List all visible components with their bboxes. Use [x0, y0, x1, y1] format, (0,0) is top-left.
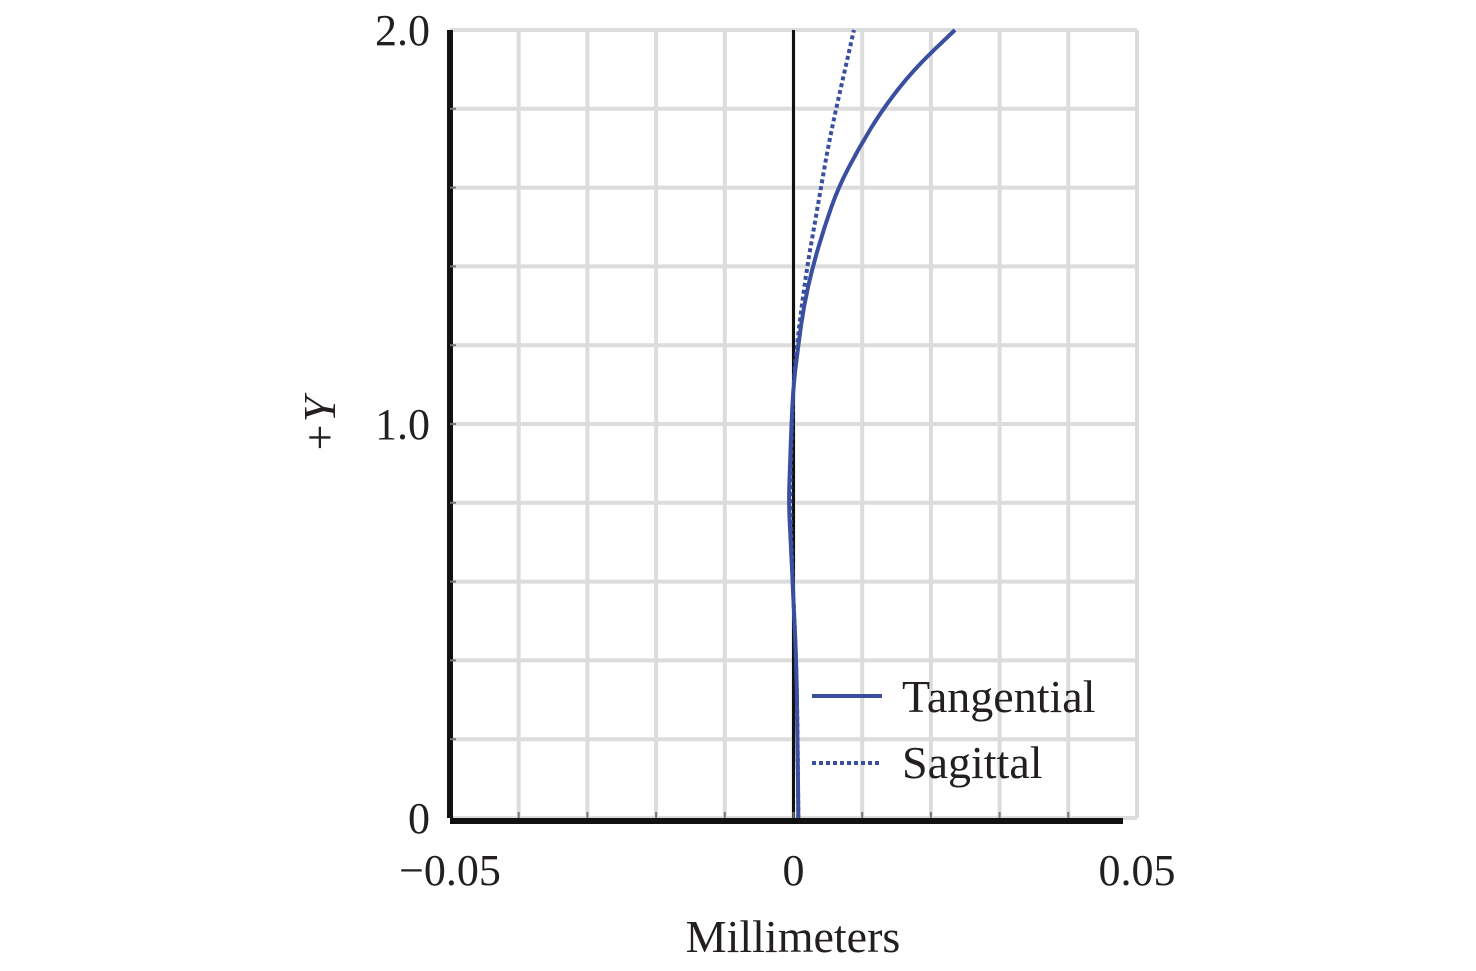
x-tick-label: 0: [783, 846, 805, 895]
series-sagittal-line: [788, 29, 856, 819]
x-axis-title: Millimeters: [686, 911, 901, 962]
x-tick-label: 0.05: [1099, 846, 1176, 895]
legend-label-sagittal: Sagittal: [902, 737, 1043, 788]
x-tick-label: −0.05: [399, 846, 501, 895]
y-tick-label: 1.0: [375, 400, 430, 449]
legend: Tangential Sagittal: [812, 671, 1095, 788]
legend-label-tangential: Tangential: [902, 671, 1095, 722]
y-axis-title: +Y: [294, 392, 345, 453]
y-tick-label: 2.0: [375, 6, 430, 55]
y-tick-label: 0: [408, 794, 430, 843]
plot-series: [787, 28, 957, 819]
